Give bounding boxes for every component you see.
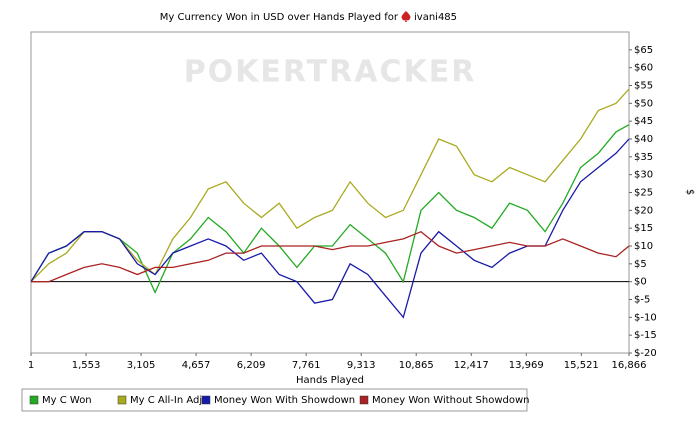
legend-box — [21, 388, 528, 412]
y-axis-label: $ — [684, 189, 695, 195]
x-tick-label: 16,866 — [612, 360, 647, 371]
player-icon — [401, 11, 411, 22]
series-line — [30, 88, 630, 283]
y-tick-label: $45 — [634, 116, 653, 127]
y-tick-label: $-10 — [634, 312, 657, 323]
y-tick-label: $15 — [634, 223, 653, 234]
y-tick-label: $-5 — [634, 295, 650, 306]
series-line — [31, 230, 630, 283]
legend-swatch — [117, 395, 127, 405]
x-tick-label: 15,521 — [564, 360, 599, 371]
series-line — [30, 124, 630, 294]
y-tick-label: $0 — [634, 277, 647, 288]
x-tick-label: 12,417 — [454, 360, 489, 371]
y-tick-label: $20 — [634, 205, 653, 216]
legend-swatch — [201, 395, 211, 405]
y-tick-label: $30 — [634, 170, 653, 181]
x-tick-label: 1 — [28, 360, 34, 371]
x-tick-label: 6,209 — [237, 360, 266, 371]
y-tick-label: $-20 — [634, 348, 657, 359]
legend-label: My C All-In Adj — [130, 395, 202, 406]
y-tick-label: $50 — [634, 98, 653, 109]
x-tick-label: 13,969 — [509, 360, 544, 371]
x-tick-label: 4,657 — [182, 360, 211, 371]
x-tick-label: 1,553 — [72, 360, 101, 371]
y-tick-label: $60 — [634, 63, 653, 74]
legend-label: Money Won Without Showdown — [372, 395, 530, 406]
y-tick-label: $25 — [634, 188, 653, 199]
y-tick-label: $-15 — [634, 330, 657, 341]
player-name: ivani485 — [414, 12, 457, 23]
y-tick-label: $5 — [634, 259, 647, 270]
legend-swatch — [359, 395, 369, 405]
x-tick-label: 10,865 — [399, 360, 434, 371]
x-tick-label: 3,105 — [127, 360, 156, 371]
y-tick-label: $10 — [634, 241, 653, 252]
chart-title: My Currency Won in USD over Hands Played… — [160, 12, 399, 23]
y-tick-label: $35 — [634, 152, 653, 163]
x-tick-label: 7,761 — [292, 360, 321, 371]
x-axis-label: Hands Played — [296, 375, 364, 386]
y-tick-label: $40 — [634, 134, 653, 145]
y-tick-label: $65 — [634, 45, 653, 56]
legend-swatch — [29, 395, 39, 405]
x-tick-label: 9,313 — [347, 360, 376, 371]
legend-label: Money Won With Showdown — [214, 395, 355, 406]
watermark: POKERTRACKER — [184, 55, 477, 90]
y-tick-label: $55 — [634, 81, 653, 92]
legend-label: My C Won — [42, 395, 92, 406]
